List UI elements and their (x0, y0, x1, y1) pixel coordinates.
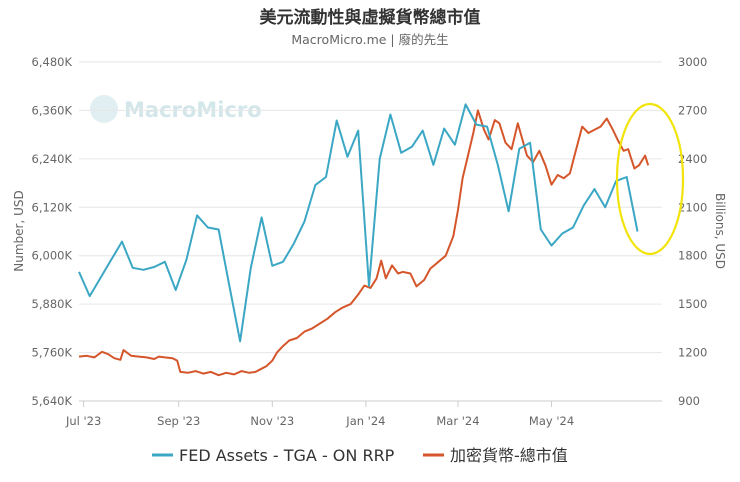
legend-item-fed[interactable]: FED Assets - TGA - ON RRP (152, 446, 395, 465)
y-right-tick-label: 1500 (678, 297, 707, 311)
highlight-ellipse (615, 102, 685, 256)
legend: FED Assets - TGA - ON RRP 加密貨幣-總市值 (152, 446, 568, 465)
y-right-tick-label: 2100 (678, 200, 707, 214)
x-tick-label: Nov '23 (250, 414, 294, 428)
y-right-tick-label: 1200 (678, 346, 707, 360)
y-left-tick-label: 6,240K (32, 152, 73, 166)
y-right-tick-label: 900 (678, 394, 700, 408)
y-left-axis-title: Number, USD (12, 190, 26, 271)
y-left-tick-label: 6,480K (32, 55, 73, 69)
watermark-logo-icon (90, 95, 118, 123)
y-left-tick-label: 5,880K (32, 297, 73, 311)
y-right-tick-label: 2400 (678, 152, 707, 166)
chart-title: 美元流動性與虛擬貨幣總市值 (260, 7, 481, 28)
y-left-tick-label: 6,120K (32, 200, 73, 214)
y-right-axis: 3000 2700 2400 2100 1800 1500 1200 900 (678, 55, 707, 408)
y-left-tick-label: 5,760K (32, 346, 73, 360)
y-left-tick-label: 5,640K (32, 394, 73, 408)
y-right-axis-title: Billions, USD (713, 193, 727, 269)
series-layer (78, 103, 650, 377)
legend-item-crypto[interactable]: 加密貨幣-總市值 (423, 446, 568, 465)
x-axis: Jul '23 Sep '23 Nov '23 Jan '24 Mar '24 May '… (65, 401, 574, 428)
watermark: MacroMicro (90, 95, 262, 123)
x-tick-label: Jan '24 (345, 414, 385, 428)
chart-subtitle: MacroMicro.me | 廢的先生 (291, 32, 448, 47)
x-tick-label: Jul '23 (65, 414, 101, 428)
x-tick-label: Mar '24 (436, 414, 479, 428)
y-left-tick-label: 6,000K (32, 249, 73, 263)
series-line-fed (78, 103, 639, 343)
x-tick-label: May '24 (529, 414, 574, 428)
y-right-tick-label: 3000 (678, 55, 707, 69)
grid (79, 61, 662, 402)
legend-label-crypto: 加密貨幣-總市值 (450, 446, 568, 465)
y-left-axis: 6,480K 6,360K 6,240K 6,120K 6,000K 5,880K 5,76… (32, 55, 73, 408)
y-left-tick-label: 6,360K (32, 103, 73, 117)
series-line-crypto (78, 109, 650, 377)
x-tick-label: Sep '23 (157, 414, 200, 428)
y-right-tick-label: 2700 (678, 103, 707, 117)
legend-label-fed: FED Assets - TGA - ON RRP (179, 446, 395, 465)
y-right-tick-label: 1800 (678, 249, 707, 263)
